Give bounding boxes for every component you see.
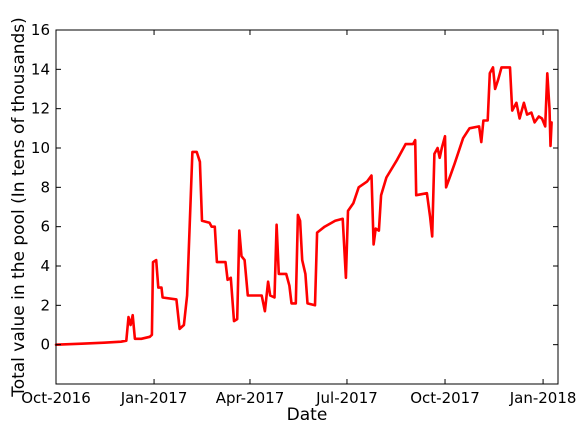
series-line xyxy=(54,66,553,346)
x-tick-label: Oct-2017 xyxy=(410,389,480,407)
x-axis-label: Date xyxy=(287,405,328,425)
axis-ticks: 0 2 4 6 8 10 12 14 16 Oct-2016 Jan-2017 Apr-2017 Jul… xyxy=(21,21,576,407)
y-tick-label: 14 xyxy=(31,60,50,78)
x-tick-label: Apr-2017 xyxy=(216,389,285,407)
x-tick-label: Jul-2017 xyxy=(315,389,378,407)
y-tick-label: 2 xyxy=(40,296,50,314)
y-tick-label: 6 xyxy=(40,218,50,236)
y-tick-label: 12 xyxy=(31,100,50,118)
y-tick-label: 8 xyxy=(40,178,50,196)
y-tick-label: 0 xyxy=(40,336,50,354)
y-axis-label: Total value in the pool (In tens of thou… xyxy=(9,17,29,398)
y-tick-label: 4 xyxy=(40,257,50,275)
y-tick-label: 16 xyxy=(31,21,50,39)
x-tick-label: Oct-2016 xyxy=(21,389,91,407)
plot-frame xyxy=(55,29,559,385)
y-tick-label: 10 xyxy=(31,139,50,157)
plot-content xyxy=(54,66,553,346)
x-tick-label: Jan-2017 xyxy=(120,389,188,407)
x-tick-label: Jan-2018 xyxy=(509,389,577,407)
